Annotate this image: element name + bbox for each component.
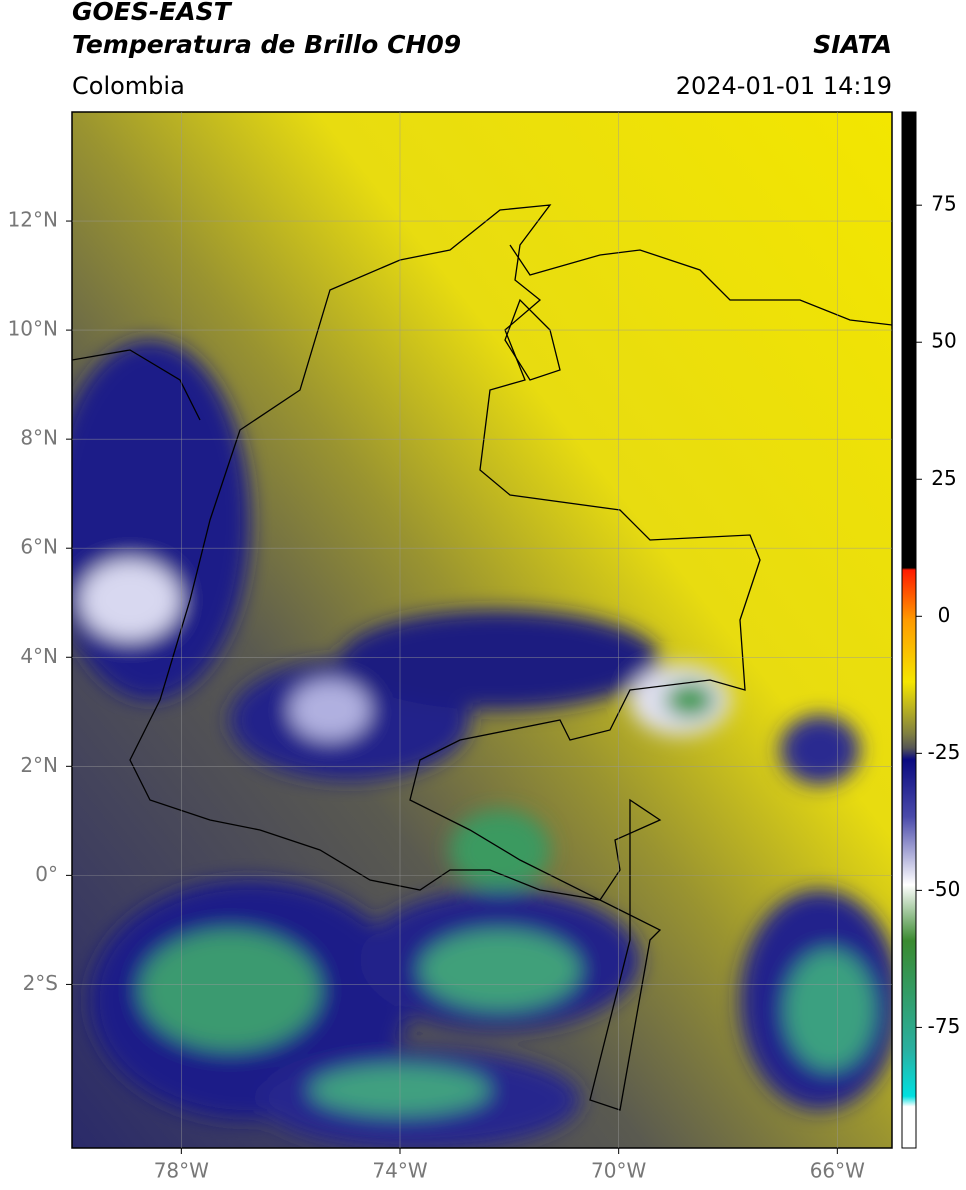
colorbar-tick-label: 0 xyxy=(938,603,951,627)
region: Colombia xyxy=(72,72,185,100)
x-tick-label: 70°W xyxy=(591,1159,646,1183)
y-tick-label: 6°N xyxy=(20,535,58,559)
y-tick-label: 10°N xyxy=(8,317,58,341)
y-tick-label: 4°N xyxy=(20,644,58,668)
source: SIATA xyxy=(813,30,892,59)
datetime: 2024-01-01 14:19 xyxy=(676,72,892,100)
y-tick-label: 2°N xyxy=(20,753,58,777)
y-tick-label: 2°S xyxy=(23,971,58,995)
colorbar-tick-label: -75 xyxy=(928,1014,961,1038)
y-tick-label: 8°N xyxy=(20,426,58,450)
colorbar-tick-label: 25 xyxy=(931,466,956,490)
map-frame xyxy=(71,111,893,1149)
colorbar-tick-label: -50 xyxy=(928,877,961,901)
colorbar xyxy=(901,111,917,1149)
satellite-image xyxy=(72,112,892,1148)
colorbar-tick-label: -25 xyxy=(928,740,961,764)
colorbar-tick-label: 50 xyxy=(931,329,956,353)
y-tick-label: 0° xyxy=(35,862,58,886)
colorbar-tick-label: 75 xyxy=(931,192,956,216)
x-tick-label: 78°W xyxy=(154,1159,209,1183)
subtitle: Temperatura de Brillo CH09 xyxy=(72,30,461,59)
x-tick-label: 66°W xyxy=(810,1159,865,1183)
x-tick-label: 74°W xyxy=(372,1159,427,1183)
title: GOES-EAST xyxy=(72,0,233,26)
y-tick-label: 12°N xyxy=(8,208,58,232)
